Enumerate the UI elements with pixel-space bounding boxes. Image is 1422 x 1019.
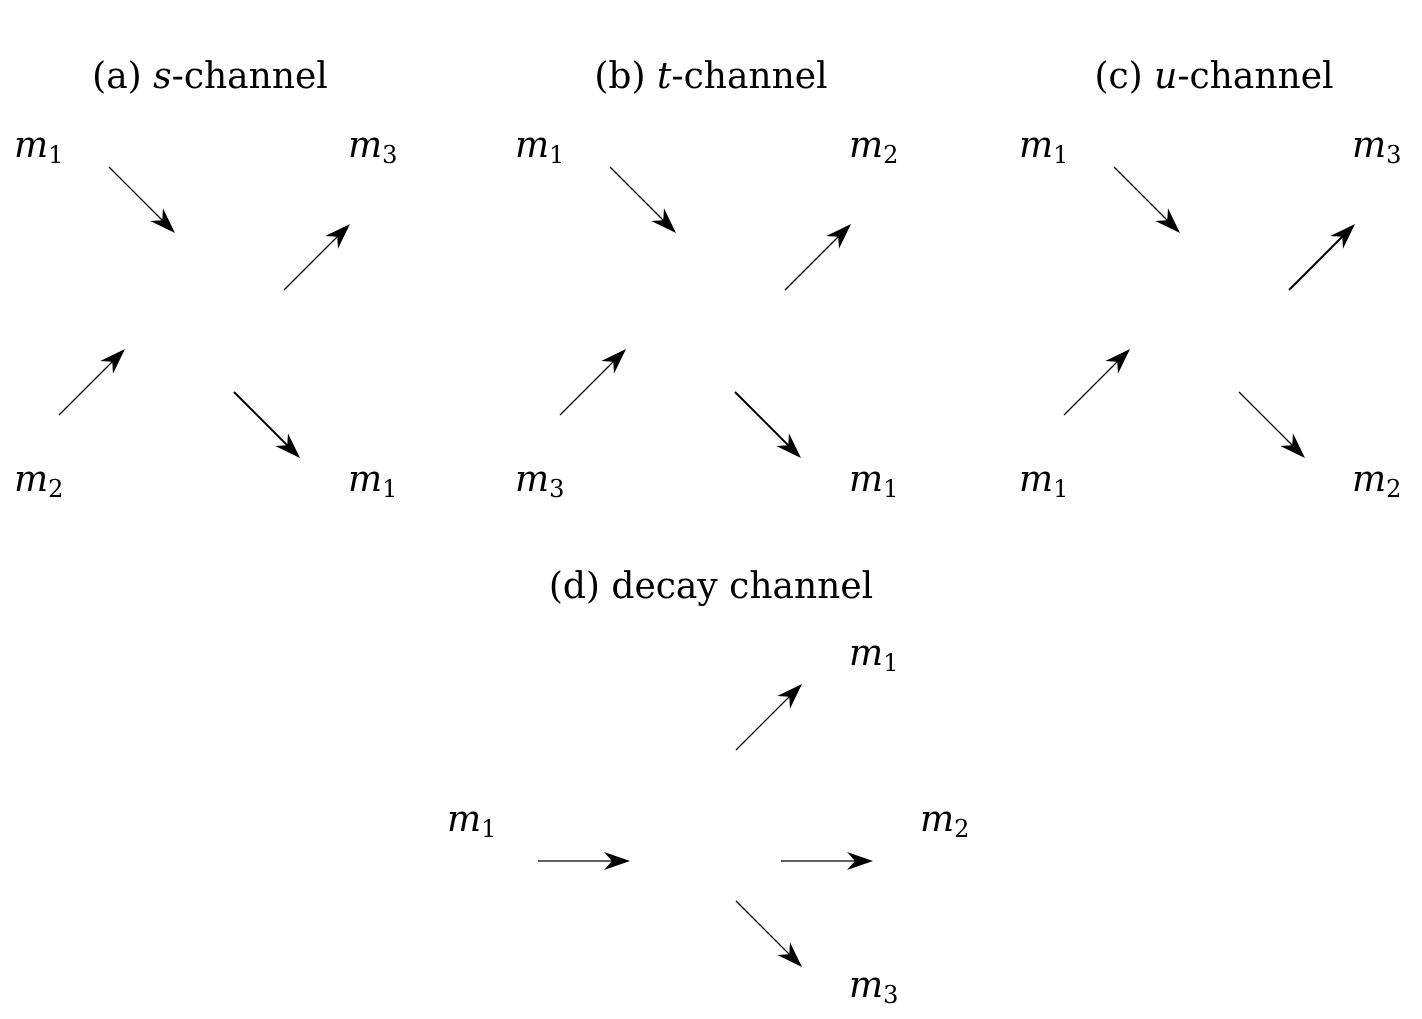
panel-c-arrow-bottom-right-out: [1238, 391, 1305, 458]
panel-a-arrow-bottom-right-out: [233, 391, 300, 458]
panel-c-label-top-left: m1: [1019, 125, 1069, 169]
panel-d-arrow-out-top: [735, 684, 802, 751]
panel-d-label-incoming: m1: [447, 799, 497, 843]
panel-d-title: (d) decay channel: [548, 566, 874, 607]
panel-b-label-bottom-left: m3: [515, 459, 565, 503]
panel-c-label-bottom-right: m2: [1352, 459, 1402, 503]
panel-d-label-out-bottom: m3: [849, 965, 899, 1009]
panel-b-label-bottom-right: m1: [849, 459, 899, 503]
panel-b-title: (b) t-channel: [594, 56, 828, 97]
panel-c-arrow-top-right-out: [1288, 224, 1355, 291]
panel-b-arrow-bottom-left-in: [559, 349, 626, 416]
arrows-layer: [58, 166, 1355, 967]
panel-a-arrow-top-right-out: [283, 224, 350, 291]
panel-a-label-bottom-right: m1: [348, 459, 398, 503]
panel-c-label-bottom-left: m1: [1019, 459, 1069, 503]
panel-d-arrow-out-bottom: [735, 900, 802, 967]
panel-d-arrow-out-middle: [781, 852, 873, 870]
panel-c-title: (c) u-channel: [1094, 56, 1334, 97]
panel-b-label-top-left: m1: [515, 125, 565, 169]
panel-d-label-out-top: m1: [849, 633, 899, 677]
panel-a-arrow-bottom-left-in: [58, 349, 125, 416]
panel-c-arrow-top-left-in: [1113, 166, 1180, 233]
panel-c-label-top-right: m3: [1352, 125, 1402, 169]
panel-a-arrow-top-left-in: [108, 166, 175, 233]
panel-b-arrow-top-left-in: [609, 166, 676, 233]
panel-b-arrow-bottom-right-out: [734, 391, 801, 458]
panel-c-arrow-bottom-left-in: [1063, 349, 1130, 416]
panel-a-label-top-right: m3: [348, 125, 398, 169]
panel-d-label-out-middle: m2: [920, 799, 970, 843]
panel-a-label-top-left: m1: [14, 125, 64, 169]
panel-b-label-top-right: m2: [849, 125, 899, 169]
panel-a-label-bottom-left: m2: [14, 459, 64, 503]
panel-a-title: (a) s-channel: [92, 56, 328, 97]
panel-d-arrow-incoming: [538, 852, 630, 870]
panel-b-arrow-top-right-out: [784, 224, 851, 291]
